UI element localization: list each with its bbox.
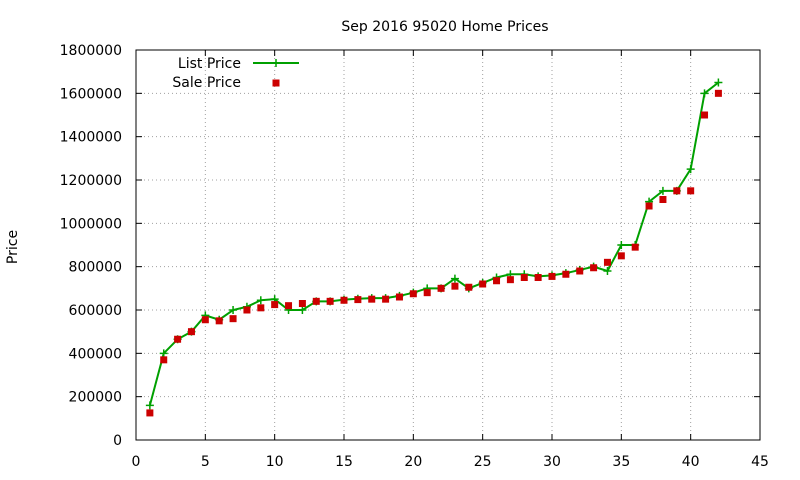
x-tick-label: 30 [543, 454, 561, 470]
series-sale-price [146, 89, 722, 417]
data-point [174, 335, 182, 343]
data-point [243, 306, 251, 314]
y-tick-label: 1600000 [60, 86, 122, 102]
data-point [312, 297, 320, 305]
x-tick-label: 45 [751, 454, 769, 470]
data-point [506, 276, 514, 284]
data-point [687, 187, 695, 195]
data-point [285, 302, 293, 310]
data-point [160, 356, 168, 364]
data-point [382, 295, 390, 303]
legend-marker-list-price [272, 59, 280, 67]
data-point [562, 270, 570, 278]
data-point [159, 349, 168, 358]
data-point [423, 289, 431, 297]
data-point [340, 296, 348, 304]
data-point [395, 293, 403, 301]
data-point [631, 243, 639, 251]
data-point [686, 165, 695, 174]
axes: 0 5 10 15 20 25 30 35 40 45 0 200000 400000 600000 800… [60, 43, 769, 470]
data-point [409, 290, 417, 298]
data-point [229, 306, 238, 314]
y-tick-label: 200000 [69, 390, 122, 406]
data-point [256, 296, 265, 305]
chart-title: Sep 2016 95020 Home Prices [341, 19, 548, 35]
data-point [465, 283, 473, 291]
x-tick-label: 40 [682, 454, 700, 470]
data-point [714, 89, 722, 97]
data-point [451, 282, 459, 290]
data-point [534, 274, 542, 281]
series-layer [145, 78, 723, 417]
data-point [658, 186, 667, 195]
x-tick-label: 20 [404, 454, 422, 470]
data-point [700, 89, 709, 98]
legend: List Price Sale Price [172, 56, 299, 91]
data-point [590, 264, 598, 272]
x-tick-label: 10 [266, 454, 284, 470]
data-point [354, 296, 362, 304]
data-point [187, 328, 195, 336]
data-point [576, 267, 584, 275]
y-tick-label: 800000 [69, 260, 122, 276]
y-axis-label: Price [5, 230, 21, 264]
legend-label-sale-price: Sale Price [172, 75, 241, 91]
data-point [298, 300, 306, 307]
data-point [645, 202, 653, 210]
data-point [215, 317, 223, 325]
data-point [298, 306, 307, 314]
data-point [617, 241, 626, 249]
legend-label-list-price: List Price [178, 56, 241, 72]
y-tick-label: 1400000 [60, 130, 122, 146]
x-tick-label: 25 [474, 454, 492, 470]
x-tick-label: 0 [132, 454, 141, 470]
data-point [548, 272, 556, 280]
data-point [701, 111, 709, 119]
data-point [493, 277, 501, 285]
plot-frame [135, 49, 761, 441]
data-point [479, 280, 487, 288]
data-point [603, 258, 611, 266]
data-point [673, 187, 681, 195]
data-point [603, 267, 612, 275]
x-tick-label: 15 [335, 454, 353, 470]
y-tick-label: 1200000 [60, 173, 122, 189]
data-point [257, 304, 265, 312]
data-point [714, 78, 723, 87]
data-point [201, 316, 209, 324]
y-tick-label: 600000 [69, 303, 122, 319]
x-tick-label: 5 [201, 454, 210, 470]
data-point [520, 274, 528, 281]
x-tick-label: 35 [612, 454, 630, 470]
data-point [145, 401, 154, 410]
data-point [450, 274, 459, 283]
data-point [146, 409, 154, 417]
y-tick-label: 400000 [69, 346, 122, 362]
data-point [326, 297, 334, 305]
data-point [659, 196, 667, 203]
y-tick-label: 1800000 [60, 43, 122, 59]
data-point [437, 284, 445, 292]
data-point [271, 301, 279, 309]
data-point [617, 252, 625, 260]
legend-marker-sale-price [272, 79, 280, 87]
data-point [229, 315, 237, 323]
data-point [368, 295, 376, 303]
y-tick-label: 1000000 [60, 216, 122, 232]
y-tick-label: 0 [113, 433, 122, 449]
grid [136, 50, 760, 440]
